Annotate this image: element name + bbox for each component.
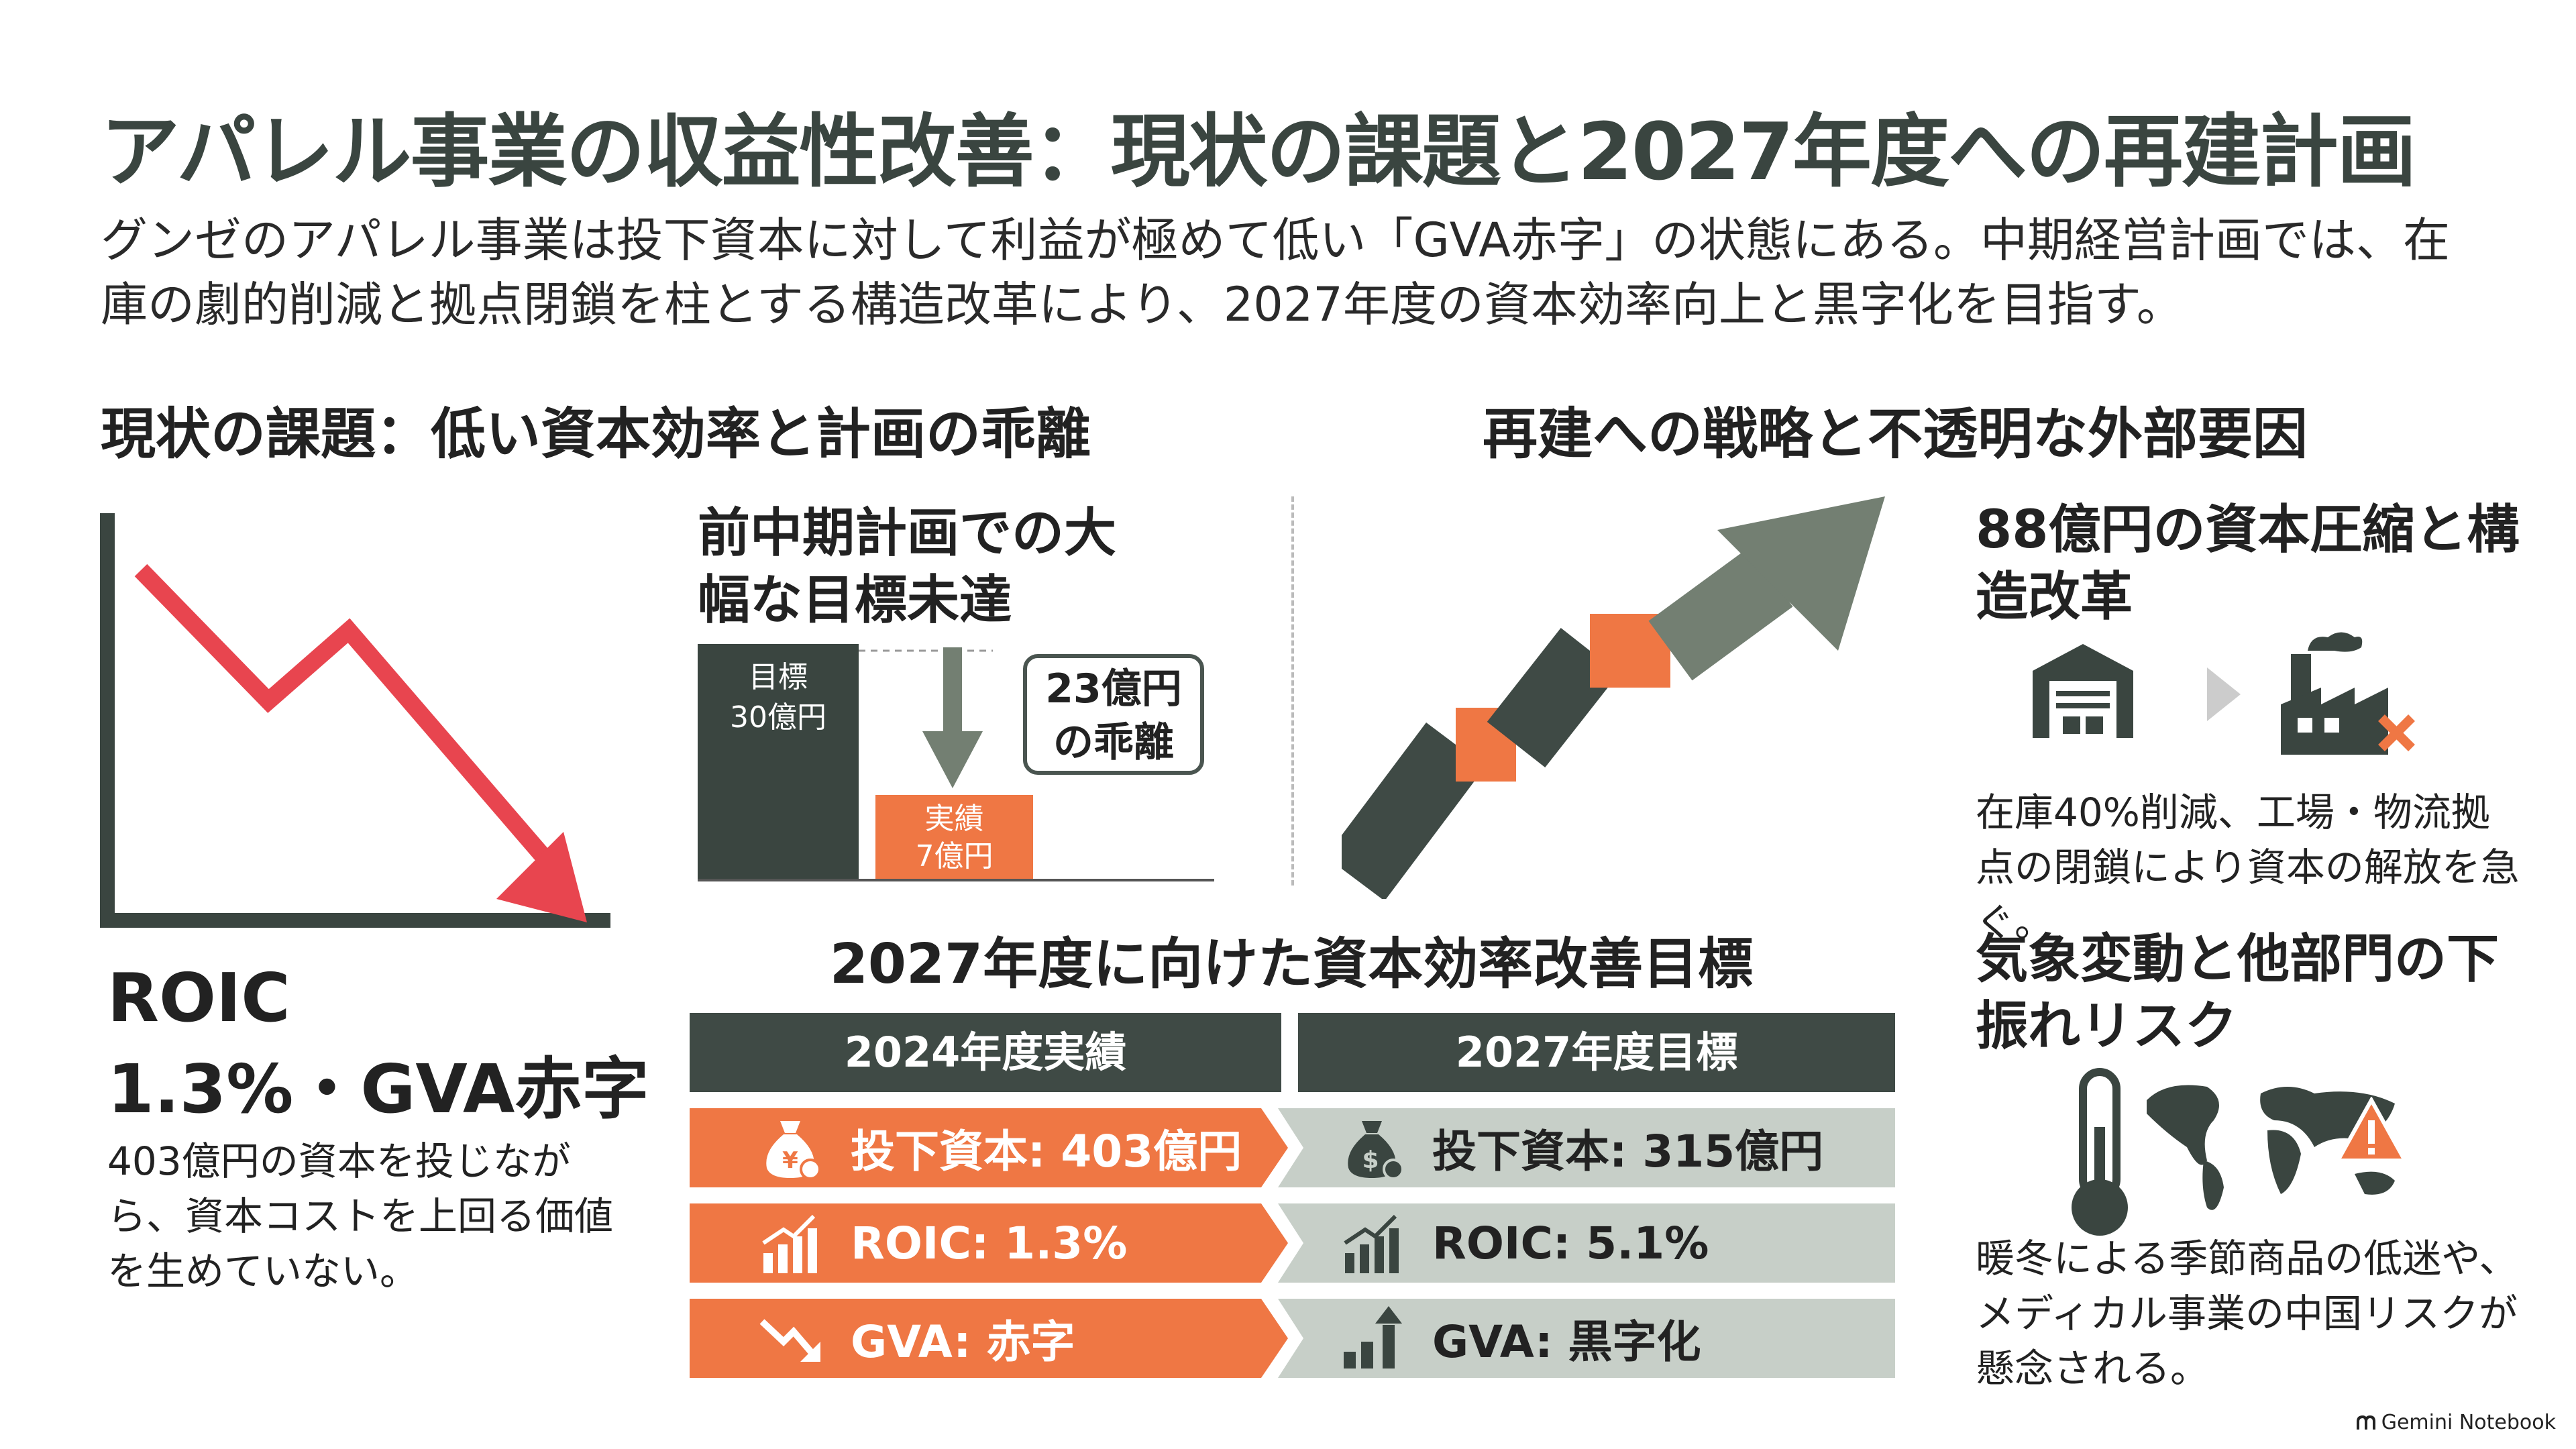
- footer-brand: Gemini Notebook: [2356, 1411, 2556, 1434]
- roic-gva-kpi: ROIC 1.3%・GVA赤字: [107, 953, 649, 1135]
- kpi-description: 403億円の資本を投じながら、資本コストを上回る価値を生めていない。: [107, 1138, 614, 1294]
- gap-heading: 前中期計画での大幅な目標未達: [698, 503, 1117, 631]
- strategy-description: 在庫40%削減、工場・物流拠点の閉鎖により資本の解放を急ぐ。: [1976, 790, 2520, 945]
- target-dotted-line: [859, 649, 993, 652]
- risk-description: 暖冬による季節商品の低迷や、メディカル事業の中国リスクが懸念される。: [1976, 1236, 2518, 1391]
- bar-growth-icon: [757, 1210, 824, 1277]
- warehouse-icon: [2033, 644, 2133, 738]
- page-subtitle: グンゼのアパレル事業は投下資本に対して利益が極めて低い「GVA赤字」の状態にある…: [101, 213, 2451, 332]
- chevron-right-icon: [2207, 667, 2241, 721]
- strategy-heading: 88億円の資本圧縮と構造改革: [1976, 500, 2520, 627]
- target-gva-value: GVA: 黒字化: [1432, 1316, 1701, 1368]
- target-value: 30億円: [730, 700, 826, 735]
- actual-bar: 実績 7億円: [875, 795, 1033, 879]
- current-gva-value: GVA: 赤字: [851, 1316, 1075, 1368]
- bar-up-arrow-icon: [1344, 1306, 1402, 1368]
- table-row-target-gva: GVA: 黒字化: [1278, 1299, 1895, 1378]
- kpi-roic-value: 1.3%・GVA赤字: [107, 1050, 649, 1128]
- yen-moneybag-icon: ¥: [757, 1114, 824, 1181]
- page-title: アパレル事業の収益性改善：現状の課題と2027年度への再建計画: [101, 105, 2416, 198]
- target-label: 目標: [749, 660, 808, 694]
- growth-arrow-icon: [1342, 496, 1885, 899]
- actual-label: 実績: [924, 802, 984, 836]
- warning-icon: [2334, 1097, 2408, 1163]
- table-row-target-roic: ROIC: 5.1%: [1278, 1203, 1895, 1283]
- gap-callout: 23億円の乖離: [1023, 654, 1204, 775]
- risk-heading: 気象変動と他部門の下振れリスク: [1976, 929, 2500, 1057]
- down-arrow-icon: [922, 647, 983, 788]
- gemini-notebook-logo-icon: [2356, 1415, 2375, 1430]
- current-capital-value: 投下資本: 403億円: [851, 1126, 1242, 1177]
- bar-baseline: [698, 879, 1214, 881]
- declining-chart-icon: [100, 513, 610, 928]
- target-capital-value: 投下資本: 315億円: [1432, 1126, 1824, 1177]
- column-header-current: 2024年度実績: [690, 1013, 1281, 1092]
- left-section-heading: 現状の課題：低い資本効率と計画の乖離: [101, 402, 1091, 466]
- table-row-current-capital: ¥ 投下資本: 403億円: [690, 1108, 1288, 1187]
- footer-brand-text: Gemini Notebook: [2381, 1411, 2556, 1434]
- thermometer-icon: [2072, 1068, 2128, 1236]
- kpi-roic-label: ROIC: [107, 959, 290, 1037]
- actual-value: 7億円: [915, 839, 994, 873]
- svg-text:$: $: [1362, 1146, 1379, 1174]
- table-title: 2027年度に向けた資本効率改善目標: [829, 932, 1754, 996]
- target-roic-value: ROIC: 5.1%: [1432, 1217, 1709, 1269]
- target-bar: 目標 30億円: [698, 644, 859, 879]
- svg-text:¥: ¥: [782, 1147, 798, 1174]
- current-roic-value: ROIC: 1.3%: [851, 1217, 1128, 1269]
- right-section-heading: 再建への戦略と不透明な外部要因: [1483, 402, 2308, 466]
- section-divider: [1291, 496, 1294, 885]
- dollar-moneybag-icon: $: [1348, 1121, 1404, 1180]
- factory-closed-icon: [2281, 632, 2415, 755]
- bar-growth-icon: [1344, 1214, 1399, 1273]
- table-row-current-gva: GVA: 赤字: [690, 1299, 1288, 1378]
- trend-down-icon: [757, 1305, 824, 1372]
- table-row-target-capital: $ 投下資本: 315億円: [1278, 1108, 1895, 1187]
- column-header-target: 2027年度目標: [1298, 1013, 1895, 1092]
- table-row-current-roic: ROIC: 1.3%: [690, 1203, 1288, 1283]
